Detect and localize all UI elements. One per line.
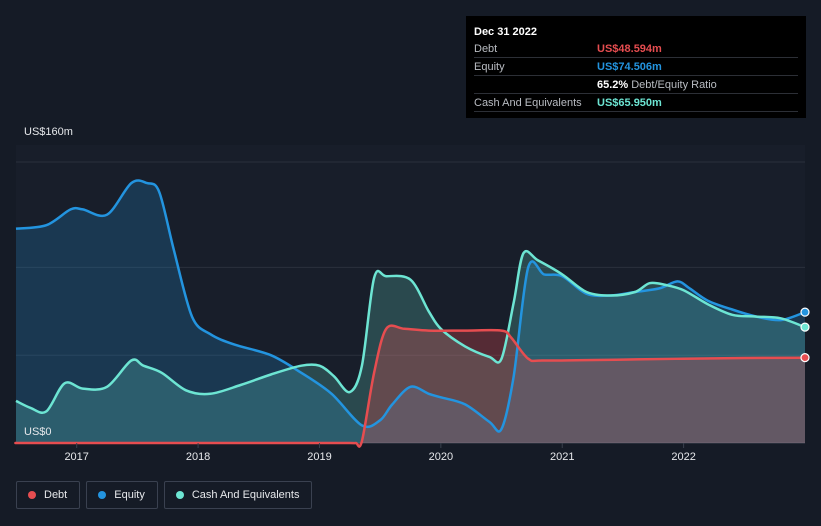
tooltip-row-cash: Cash And Equivalents US$65.950m — [474, 94, 798, 112]
debt-line — [14, 324, 806, 448]
cash-and-equivalents-line — [15, 249, 806, 414]
legend-label: Debt — [44, 489, 68, 501]
tooltip-date: Dec 31 2022 — [474, 26, 537, 38]
tooltip-row-equity: Equity US$74.506m — [474, 58, 798, 76]
x-tick-label: 2022 — [671, 451, 695, 463]
equity-end-marker — [800, 307, 810, 317]
y-axis-bottom-label: US$0 — [24, 426, 52, 438]
cash-and-equivalents-area — [16, 251, 805, 443]
debt-end-marker — [800, 353, 810, 363]
series-lines — [14, 179, 806, 448]
plot-background — [16, 145, 805, 443]
legend-item-equity[interactable]: Equity — [86, 481, 158, 509]
x-tick-label: 2017 — [64, 451, 88, 463]
tooltip-label: Debt — [474, 42, 498, 55]
debt-dot-icon — [28, 491, 36, 499]
tooltip-value: US$74.506m — [597, 60, 662, 73]
tooltip-label: Equity — [474, 60, 505, 73]
tooltip-label: Cash And Equivalents — [474, 96, 582, 109]
legend: Debt Equity Cash And Equivalents — [16, 481, 313, 509]
equity-line — [15, 179, 806, 433]
tooltip-row-debt: Debt US$48.594m — [474, 40, 798, 58]
tooltip-value: 65.2% — [597, 78, 629, 91]
tooltip-value: US$48.594m — [597, 42, 662, 55]
tooltip-suffix: Debt/Equity Ratio — [631, 78, 717, 91]
x-axis-ticks: 2017 2018 2019 2020 2021 2022 — [64, 443, 696, 463]
x-tick-label: 2020 — [429, 451, 453, 463]
tooltip-panel: Dec 31 2022 Debt US$48.594m Equity US$74… — [466, 16, 806, 118]
x-tick-label: 2019 — [307, 451, 331, 463]
equity-dot-icon — [98, 491, 107, 499]
tooltip-value: US$65.950m — [597, 96, 662, 109]
legend-item-cash[interactable]: Cash And Equivalents — [163, 481, 313, 509]
legend-label: Equity — [114, 489, 145, 501]
cash-and-equivalents-end-marker — [800, 322, 810, 332]
equity-area — [16, 180, 805, 443]
cash-dot-icon — [175, 491, 184, 499]
x-tick-label: 2018 — [186, 451, 210, 463]
x-tick-label: 2021 — [550, 451, 574, 463]
y-axis-top-label: US$160m — [24, 126, 73, 138]
legend-item-debt[interactable]: Debt — [16, 481, 81, 509]
legend-label: Cash And Equivalents — [191, 489, 300, 501]
tooltip-row-ratio: 65.2% Debt/Equity Ratio — [474, 76, 798, 94]
end-markers — [800, 307, 810, 363]
